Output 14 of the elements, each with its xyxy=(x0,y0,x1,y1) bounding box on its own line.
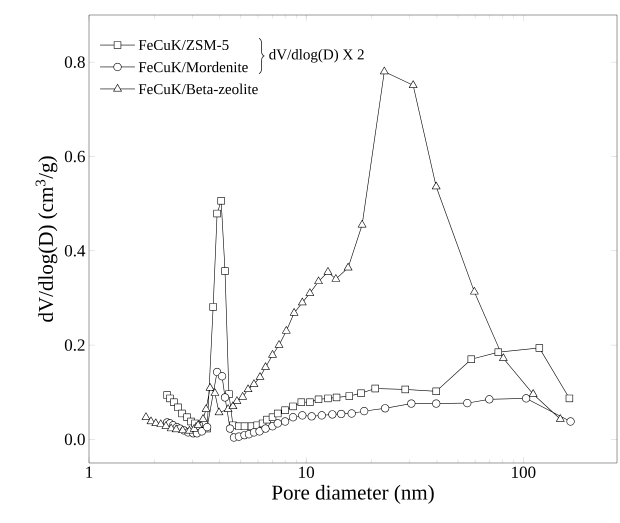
x-tick-label: 100 xyxy=(512,466,536,478)
y-tick-label: 0.2 xyxy=(64,339,85,351)
x-tick-label: 10 xyxy=(299,466,314,478)
x-tick-label: 1 xyxy=(86,466,92,478)
legend-label: FeCuK/ZSM-5 xyxy=(138,40,229,50)
y-axis-title: dV/dlog(D) (cm$^{3}$/g) xyxy=(36,156,58,322)
legend-label: FeCuK/Beta-zeolite xyxy=(138,84,258,94)
legend-label: FeCuK/Mordenite xyxy=(138,62,248,72)
annotation: dV/dlog(D) X 2 xyxy=(269,48,364,63)
y-tick-label: 0.4 xyxy=(64,245,86,257)
y-tick-label: 0.6 xyxy=(64,150,85,162)
y-tick-label: 0.8 xyxy=(64,56,85,68)
x-axis-title: Pore diameter (nm) xyxy=(272,484,434,504)
y-tick-label: 0.0 xyxy=(64,434,85,446)
